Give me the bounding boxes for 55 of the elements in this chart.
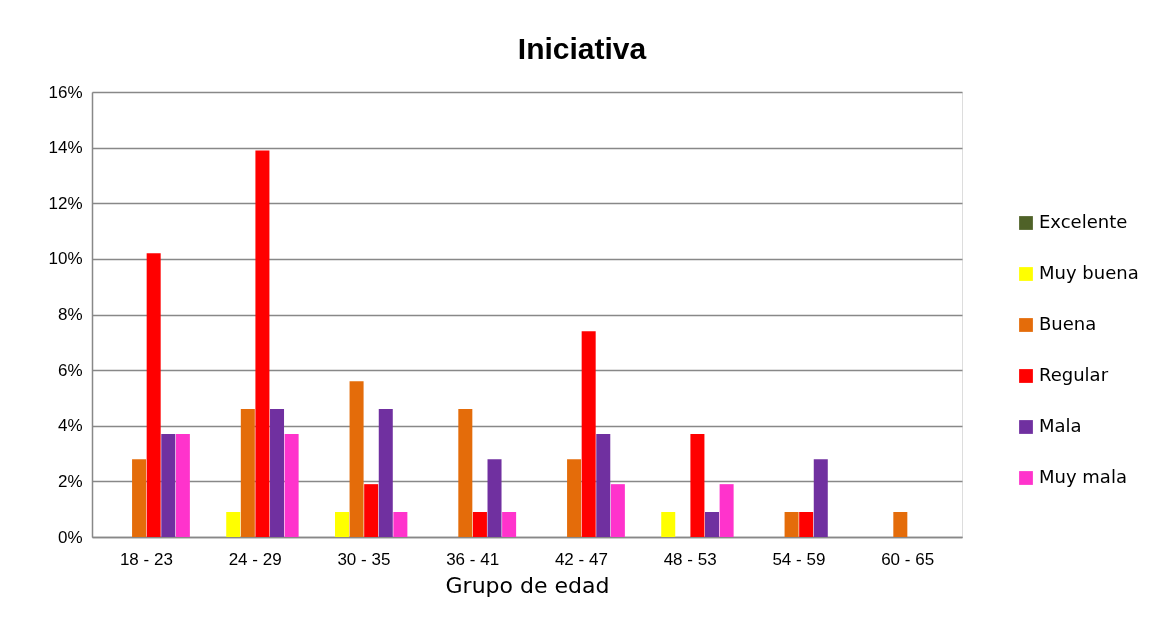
bar bbox=[378, 409, 393, 537]
bar bbox=[175, 434, 190, 537]
chart-title: Iniciativa bbox=[517, 32, 647, 65]
y-tick-label: 10% bbox=[48, 249, 83, 269]
legend-label: Muy mala bbox=[1039, 466, 1127, 487]
bar bbox=[690, 434, 705, 537]
bar bbox=[705, 511, 720, 537]
bar bbox=[610, 484, 625, 537]
x-tick-label: 24 - 29 bbox=[228, 549, 282, 569]
bar bbox=[146, 253, 161, 537]
bar bbox=[364, 484, 379, 537]
y-tick-label: 2% bbox=[57, 471, 83, 491]
bar bbox=[719, 484, 734, 537]
x-tick-label: 36 - 41 bbox=[446, 549, 500, 569]
x-tick-label: 42 - 47 bbox=[554, 549, 608, 569]
y-tick-label: 12% bbox=[48, 193, 83, 213]
y-tick-label: 4% bbox=[57, 416, 83, 436]
y-tick-label: 8% bbox=[57, 305, 83, 324]
bar bbox=[226, 511, 241, 537]
bar bbox=[581, 331, 596, 537]
bar bbox=[270, 409, 285, 537]
bar bbox=[132, 459, 147, 537]
x-tick-label: 60 - 65 bbox=[881, 549, 935, 569]
legend-label: Regular bbox=[1039, 364, 1109, 385]
bar bbox=[334, 511, 349, 537]
x-tick-label: 54 - 59 bbox=[772, 549, 826, 569]
bar bbox=[472, 511, 487, 537]
y-tick-label: 0% bbox=[57, 527, 83, 547]
bar bbox=[284, 434, 299, 537]
bar bbox=[893, 511, 908, 537]
bar bbox=[255, 150, 270, 537]
x-tick-label: 30 - 35 bbox=[337, 549, 391, 569]
x-axis-title: Grupo de edad bbox=[445, 572, 610, 598]
bar bbox=[661, 511, 676, 537]
bar bbox=[349, 381, 364, 537]
bar bbox=[393, 511, 408, 537]
bar bbox=[596, 434, 611, 537]
y-tick-label: 14% bbox=[48, 138, 83, 158]
y-tick-label: 6% bbox=[57, 360, 83, 380]
legend-label: Buena bbox=[1039, 313, 1097, 334]
bar bbox=[567, 459, 582, 537]
bar bbox=[502, 511, 517, 537]
bar bbox=[458, 409, 473, 537]
bar bbox=[813, 459, 828, 537]
legend-label: Excelente bbox=[1039, 211, 1128, 232]
x-tick-label: 18 - 23 bbox=[119, 549, 173, 569]
y-tick-label: 16% bbox=[48, 82, 83, 102]
bar bbox=[161, 434, 176, 537]
legend-label: Mala bbox=[1039, 415, 1082, 436]
bar bbox=[784, 511, 799, 537]
legend-label: Muy buena bbox=[1039, 262, 1139, 283]
bar bbox=[487, 459, 502, 537]
x-tick-label: 48 - 53 bbox=[663, 549, 717, 569]
bar bbox=[799, 511, 814, 537]
bar bbox=[240, 409, 255, 537]
